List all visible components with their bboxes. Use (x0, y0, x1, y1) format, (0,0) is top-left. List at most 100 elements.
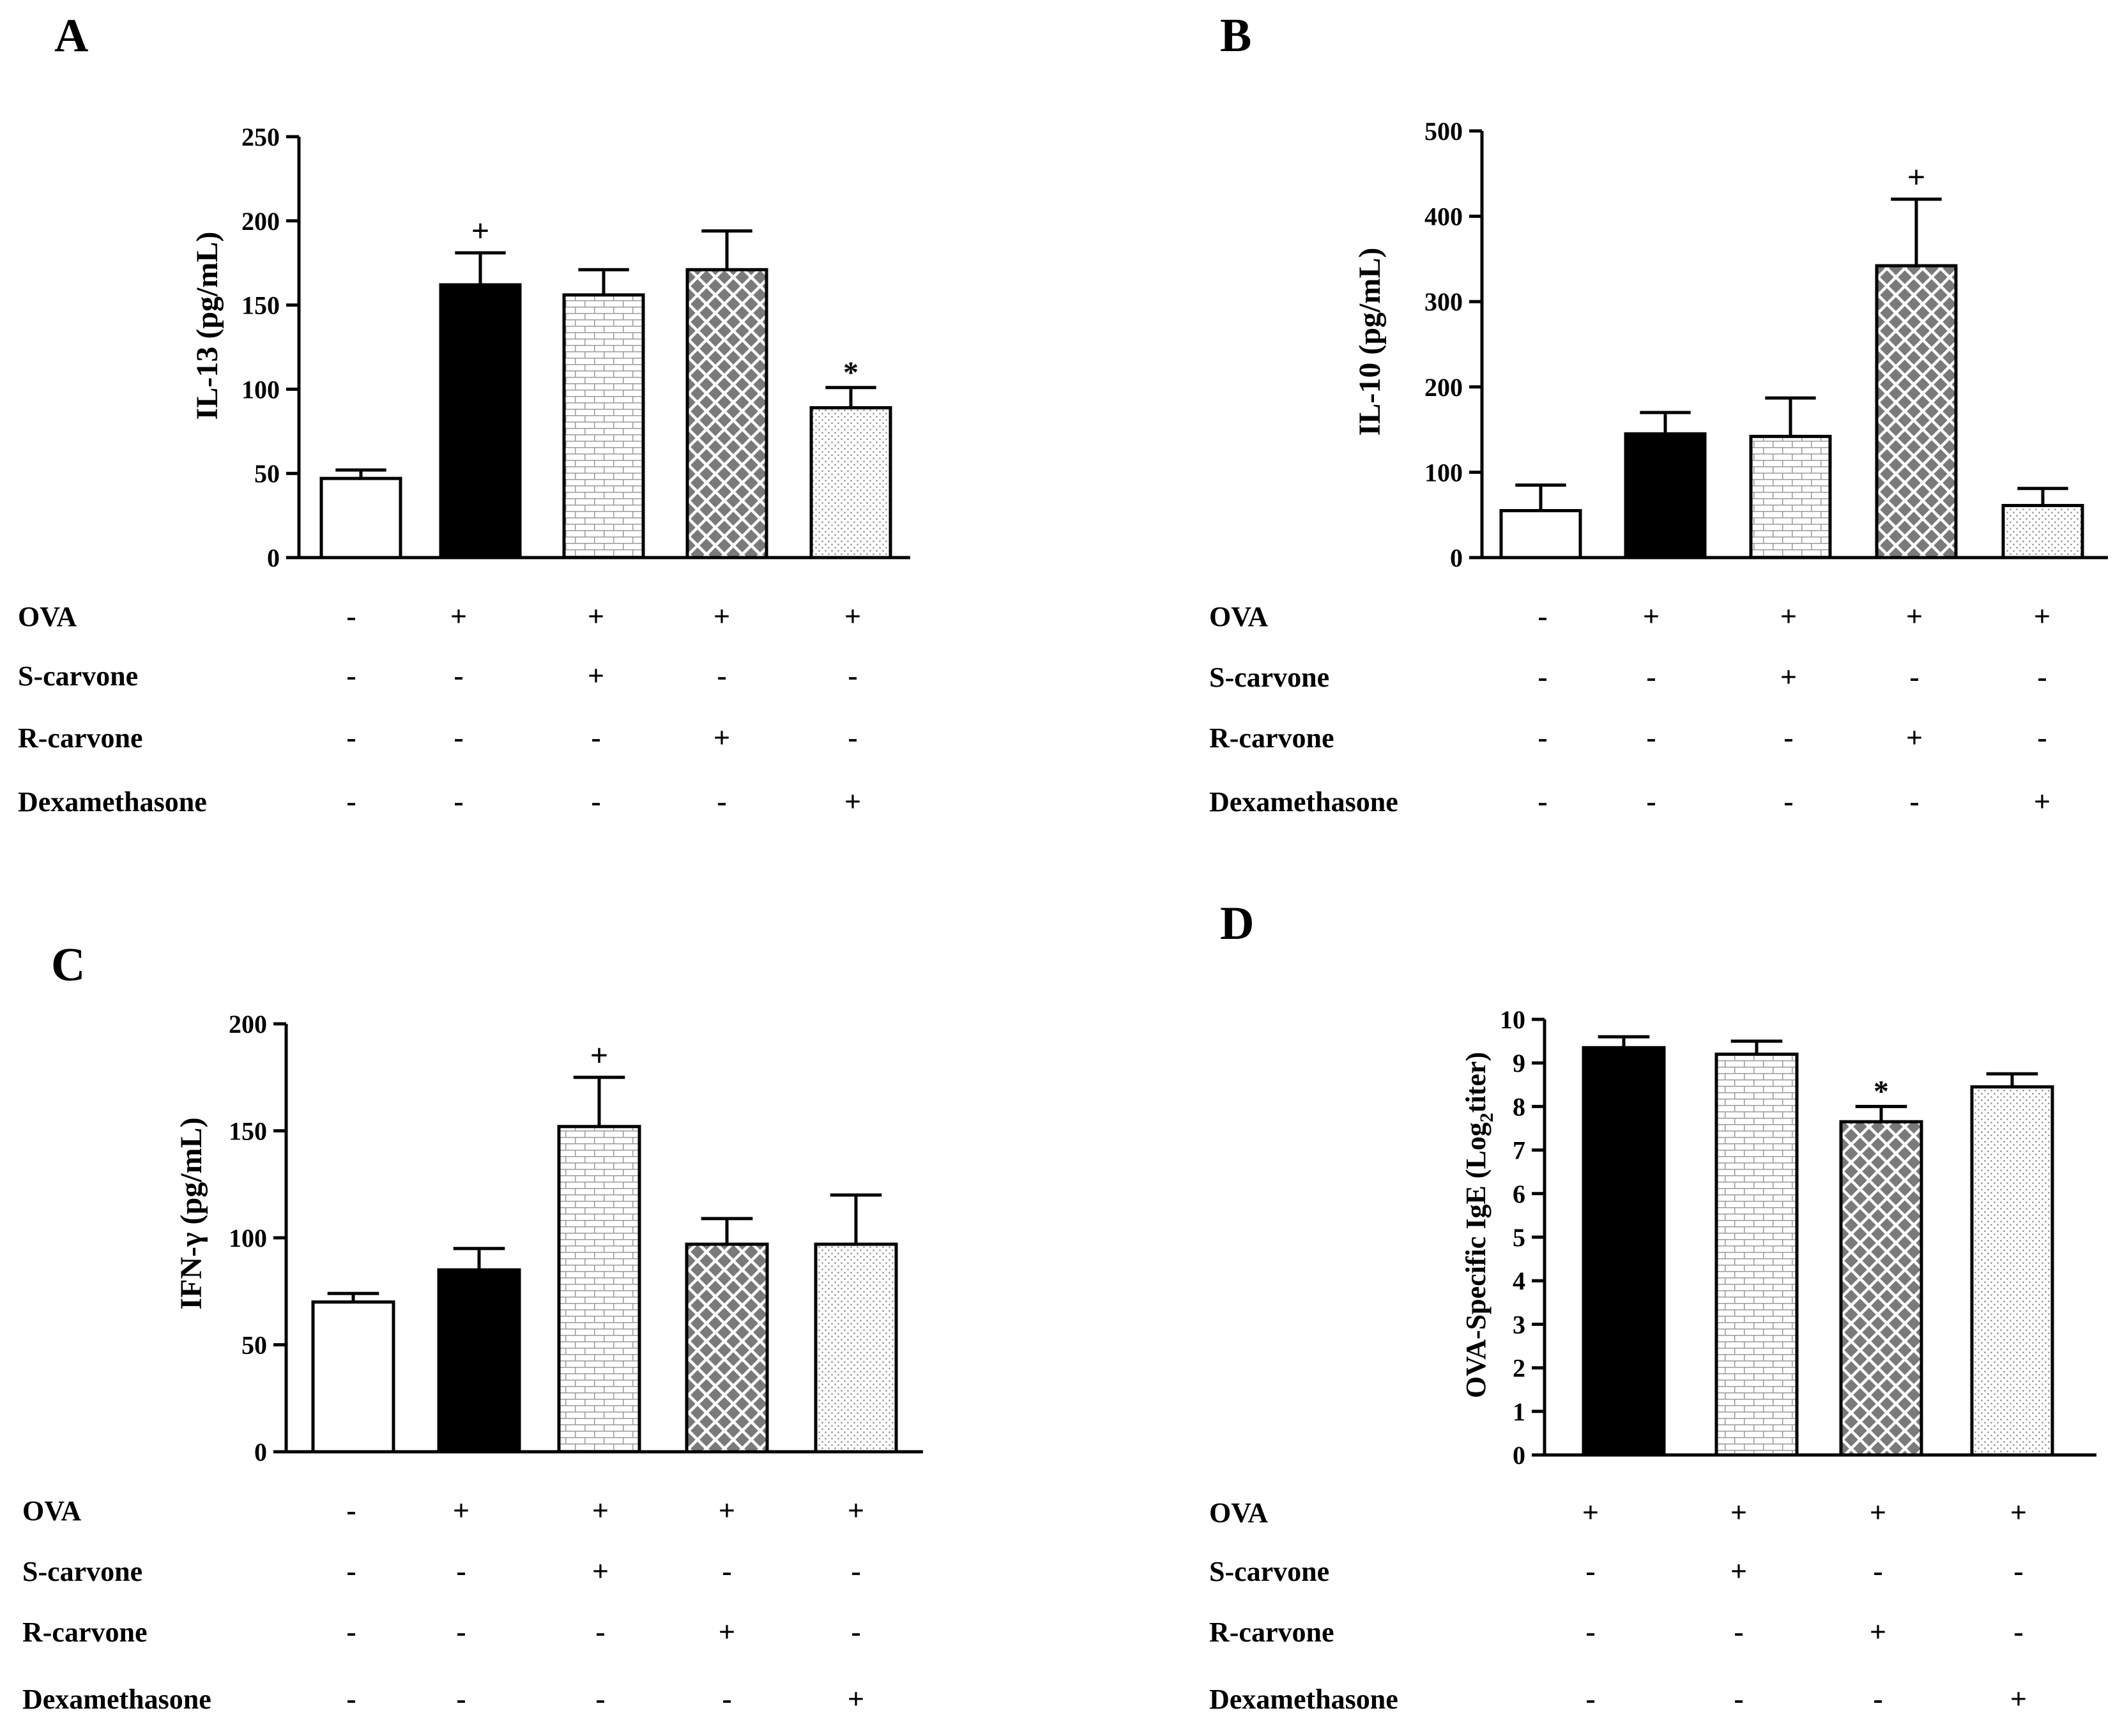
treatment-label: R-carvone (1209, 722, 1334, 754)
treatment-sign: + (1780, 600, 1797, 632)
y-tick-label: 300 (1424, 287, 1463, 316)
y-tick-label: 500 (1424, 117, 1463, 146)
y-tick-label: 10 (1500, 1005, 1525, 1034)
bar (1839, 1120, 1923, 1457)
treatment-sign: - (595, 1615, 605, 1648)
treatment-label: R-carvone (1209, 1617, 1334, 1648)
treatment-sign: - (717, 785, 726, 818)
y-tick-label: 0 (267, 544, 280, 572)
treatment-sign: + (719, 1494, 735, 1527)
treatment-sign: - (722, 1555, 731, 1587)
y-tick-label: 50 (254, 459, 280, 488)
y-tick-label: 0 (1513, 1441, 1525, 1470)
significance-mark: + (590, 1037, 609, 1073)
treatment-sign: - (456, 1615, 466, 1648)
bar (437, 1268, 521, 1454)
treatment-sign: + (2010, 1496, 2027, 1528)
y-tick-label: 100 (241, 375, 280, 404)
treatment-sign: - (2037, 721, 2047, 754)
y-tick-label: 0 (1450, 544, 1463, 572)
y-tick-label: 50 (241, 1331, 267, 1360)
treatment-sign: - (1585, 1555, 1595, 1587)
treatment-sign: - (851, 1615, 860, 1648)
treatment-sign: - (848, 721, 857, 754)
treatment-sign: - (2013, 1615, 2023, 1648)
treatment-sign: - (2013, 1555, 2023, 1587)
treatment-label: OVA (18, 601, 77, 632)
panel-b: B IL-10 (pg/mL) 0 100 200 300 400 500 + OVA - + +… (1209, 10, 2108, 818)
panel-d: D OVA-Specific IgE (Log2titer) 0 1 2 3 4 5 6 7 8… (1209, 897, 2096, 1715)
y-tick-label: 400 (1424, 202, 1463, 231)
y-tick-label: 4 (1513, 1267, 1525, 1295)
treatment-sign: - (456, 1682, 466, 1715)
bar (685, 1242, 769, 1454)
panel-label: D (1220, 897, 1254, 950)
treatment-sign: + (844, 600, 861, 632)
treatment-sign: - (454, 721, 463, 754)
treatment-label: OVA (22, 1495, 81, 1527)
treatment-sign: + (450, 600, 467, 632)
treatment-sign: + (719, 1615, 735, 1648)
significance-mark: * (1874, 1074, 1889, 1108)
y-axis-label: OVA-Specific IgE (Log2titer) (1460, 1052, 1497, 1398)
y-tick-label: 150 (229, 1117, 267, 1146)
y-axis-label: IFN-γ (pg/mL) (174, 1117, 208, 1309)
treatment-sign: - (591, 721, 600, 754)
y-tick-label: 250 (241, 123, 280, 151)
y-tick-label: 100 (1424, 458, 1463, 487)
treatment-label: Dexamethasone (18, 786, 207, 818)
treatment-sign: - (1783, 785, 1793, 818)
y-tick-label: 0 (254, 1438, 267, 1466)
treatment-sign: + (1730, 1496, 1747, 1528)
treatment-sign: + (1870, 1496, 1886, 1528)
treatment-sign: + (1906, 600, 1923, 632)
bar (809, 406, 892, 560)
treatment-sign: - (346, 1555, 356, 1587)
treatment-label: S-carvone (22, 1556, 142, 1587)
treatment-sign: + (592, 1494, 609, 1527)
treatment-sign: + (588, 600, 604, 632)
treatment-sign: + (714, 721, 730, 754)
treatment-sign: - (851, 1555, 860, 1587)
treatment-sign: - (346, 1682, 356, 1715)
treatment-sign: - (1538, 785, 1547, 818)
treatment-label: R-carvone (18, 722, 143, 754)
treatment-sign: + (592, 1555, 609, 1587)
treatment-sign: + (1643, 600, 1660, 632)
treatment-sign: - (591, 785, 600, 818)
bar (1582, 1046, 1666, 1457)
treatment-label: R-carvone (22, 1617, 148, 1648)
y-tick-label: 6 (1513, 1180, 1525, 1208)
bar (439, 283, 522, 560)
bar (1875, 264, 1958, 560)
y-tick-label: 5 (1513, 1223, 1525, 1252)
treatment-sign: - (1646, 785, 1656, 818)
treatment-sign: - (346, 659, 356, 692)
treatment-label: Dexamethasone (22, 1684, 211, 1715)
y-tick-label: 200 (241, 207, 280, 236)
treatment-sign: - (1646, 660, 1656, 693)
treatment-sign: - (1909, 660, 1919, 693)
treatment-sign: - (346, 600, 356, 632)
treatment-label: S-carvone (1209, 1556, 1329, 1587)
bar (319, 476, 402, 560)
treatment-sign: - (1538, 660, 1547, 693)
treatment-sign: - (1646, 721, 1656, 754)
treatment-sign: + (848, 1494, 864, 1527)
treatment-sign: + (1582, 1496, 1599, 1528)
y-axis-label: IL-13 (pg/mL) (190, 232, 224, 420)
treatment-sign: + (848, 1682, 864, 1715)
y-tick-label: 150 (241, 291, 280, 320)
treatment-sign: + (588, 659, 604, 692)
bar (2001, 504, 2084, 560)
treatment-sign: - (1538, 721, 1547, 754)
bar (557, 1125, 641, 1454)
y-tick-label: 1 (1513, 1397, 1525, 1426)
treatment-sign: - (1873, 1682, 1882, 1715)
y-tick-label: 2 (1513, 1354, 1525, 1383)
treatment-sign: - (848, 659, 857, 692)
bar (311, 1300, 395, 1454)
treatment-sign: - (346, 721, 356, 754)
treatment-sign: + (1870, 1615, 1886, 1648)
